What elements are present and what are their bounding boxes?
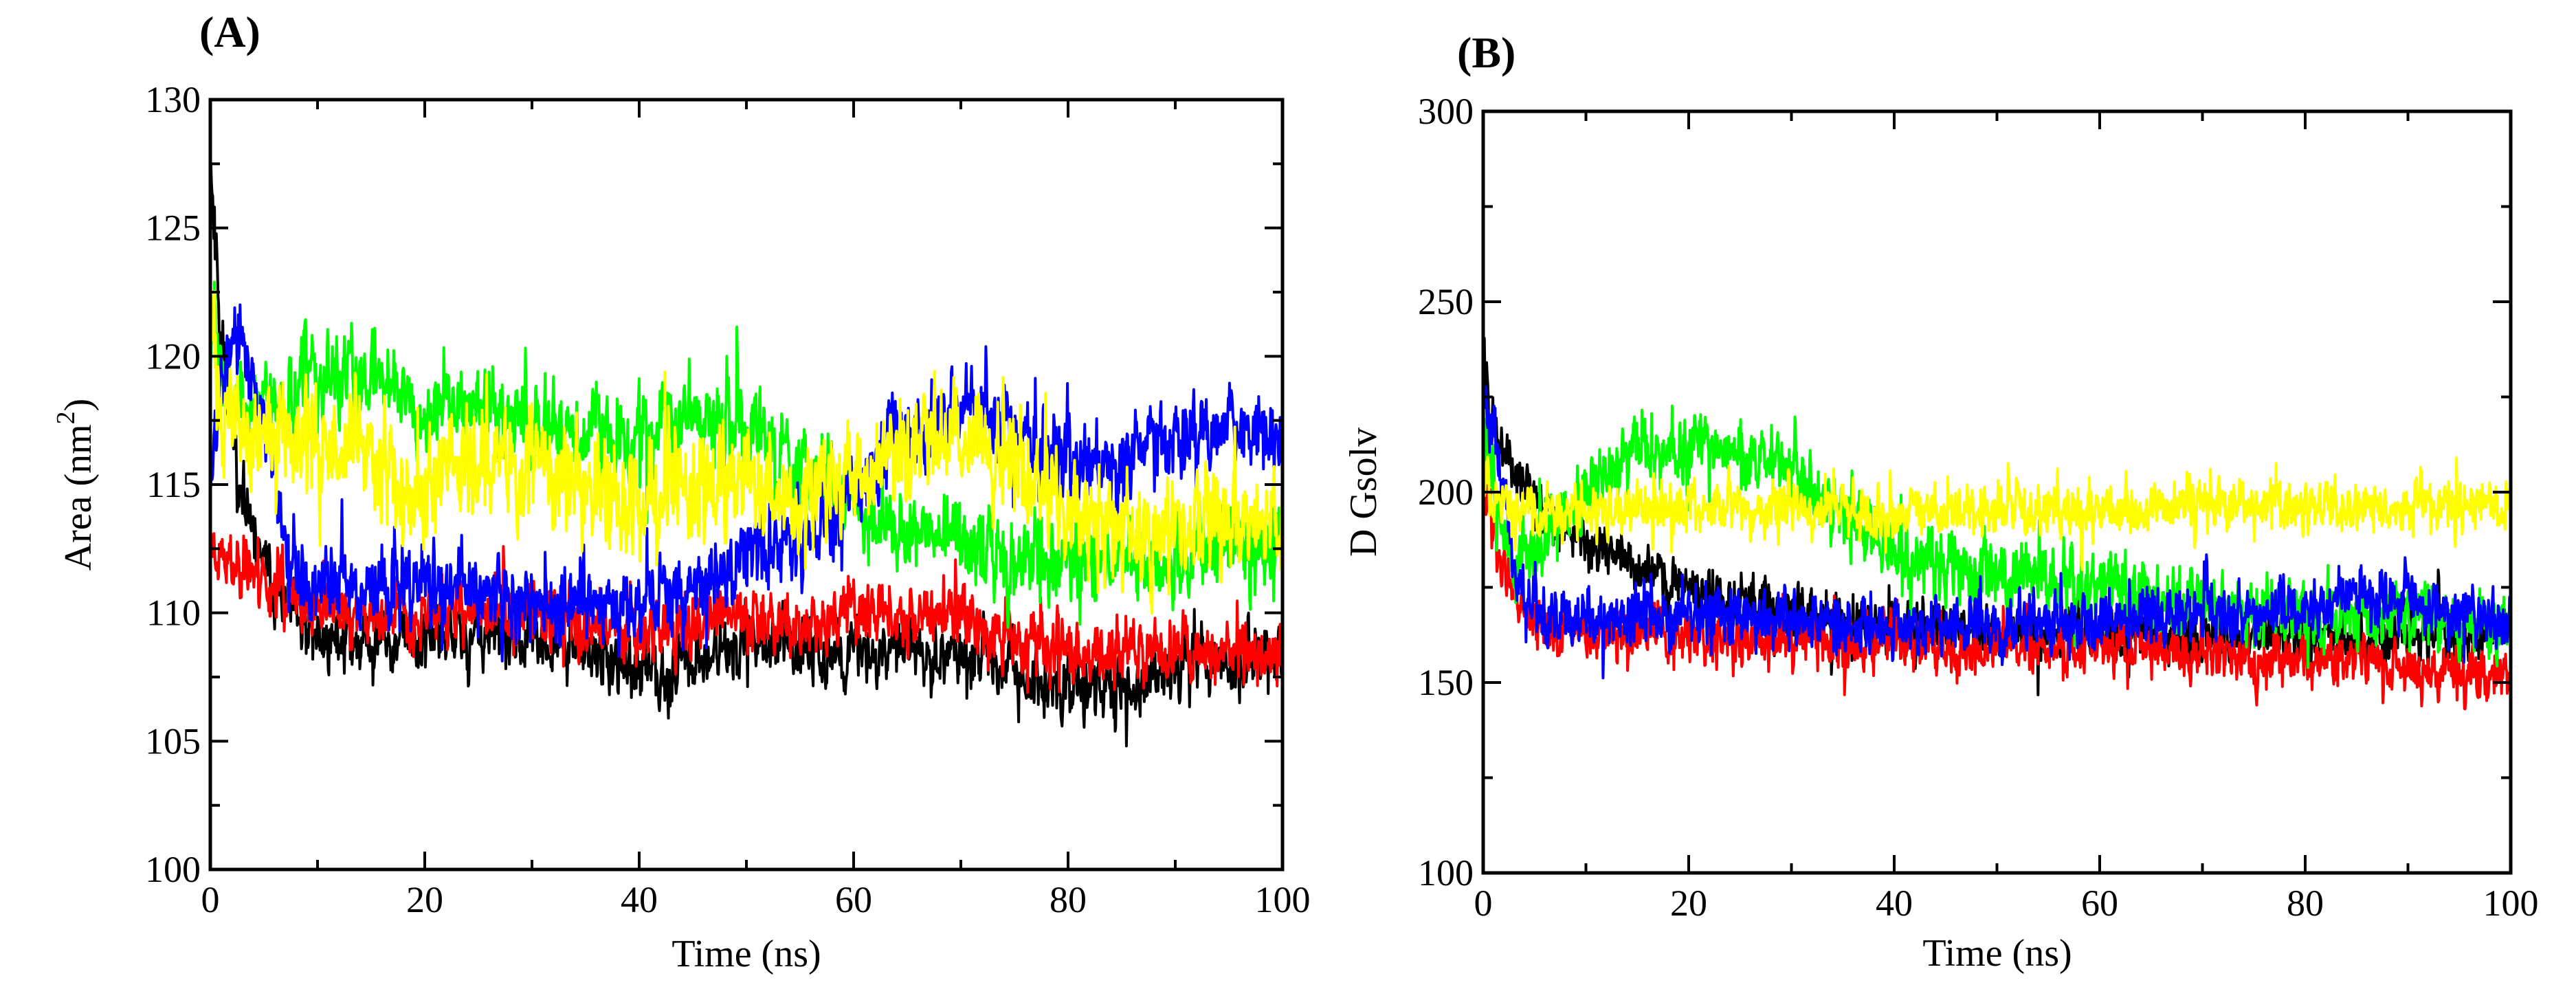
x-tick-label: 40 <box>1876 883 1913 924</box>
x-tick-label: 60 <box>835 879 872 920</box>
x-axis-title-a: Time (ns) <box>671 933 821 975</box>
y-axis-title-b: D Gsolv <box>1342 428 1385 557</box>
x-tick-label: 40 <box>621 879 658 920</box>
x-tick-label: 60 <box>2081 883 2118 924</box>
chart-panel-b: (B) 0 20 40 60 80 100 100 150 200 250 300 Time (ns… <box>1342 28 2539 975</box>
y-tick-label: 120 <box>145 335 201 377</box>
y-axis-title-a-superscript: 2 <box>52 411 80 424</box>
plot-frame-b <box>1481 109 2513 875</box>
series-group-b <box>1483 335 2511 711</box>
y-tick-label: 250 <box>1418 281 1474 322</box>
x-tick-label: 80 <box>1050 879 1087 920</box>
tick-labels-b: 0 20 40 60 80 100 100 150 200 250 300 <box>1418 91 2539 924</box>
x-tick-label: 20 <box>1670 883 1707 924</box>
x-tick-label: 0 <box>1474 883 1493 924</box>
y-tick-label: 110 <box>146 592 201 634</box>
y-tick-label: 300 <box>1418 91 1474 132</box>
y-tick-label: 130 <box>145 79 201 120</box>
x-tick-label: 20 <box>406 879 443 920</box>
y-axis-title-a: Area (nm2) <box>52 399 100 571</box>
chart-panel-a: (A) 0 20 40 60 80 100 100 105 110 115 120 125 130 Ti… <box>52 8 1311 975</box>
y-tick-label: 125 <box>145 208 201 249</box>
x-tick-label: 0 <box>201 879 220 920</box>
y-tick-label: 200 <box>1418 472 1474 513</box>
x-tick-label: 100 <box>2483 883 2539 924</box>
series-line-blue <box>1483 379 2511 680</box>
series-line-yellow <box>1483 455 2511 571</box>
plot-frame-a <box>208 98 1285 872</box>
y-tick-label: 100 <box>145 849 201 890</box>
plot-area-b <box>1483 335 2511 711</box>
x-axis-title-b: Time (ns) <box>1922 932 2072 975</box>
series-line-blue <box>210 303 1283 663</box>
x-tick-label: 80 <box>2287 883 2324 924</box>
y-tick-label: 100 <box>1418 852 1474 894</box>
x-tick-label: 100 <box>1255 879 1311 920</box>
tick-labels-a: 0 20 40 60 80 100 100 105 110 115 120 125 130 <box>145 79 1311 920</box>
y-tick-label: 105 <box>145 720 201 762</box>
y-axis-title-a-suffix: ) <box>57 399 100 412</box>
series-group-a <box>210 163 1283 748</box>
panel-label-a: (A) <box>199 8 260 56</box>
series-line-yellow <box>210 290 1283 615</box>
y-tick-label: 150 <box>1418 662 1474 703</box>
y-tick-label: 115 <box>146 464 201 505</box>
y-axis-title-a-main: Area (nm <box>57 424 100 570</box>
plot-area-a <box>210 163 1283 748</box>
panel-label-b: (B) <box>1457 28 1515 77</box>
series-line-red <box>1483 472 2511 711</box>
